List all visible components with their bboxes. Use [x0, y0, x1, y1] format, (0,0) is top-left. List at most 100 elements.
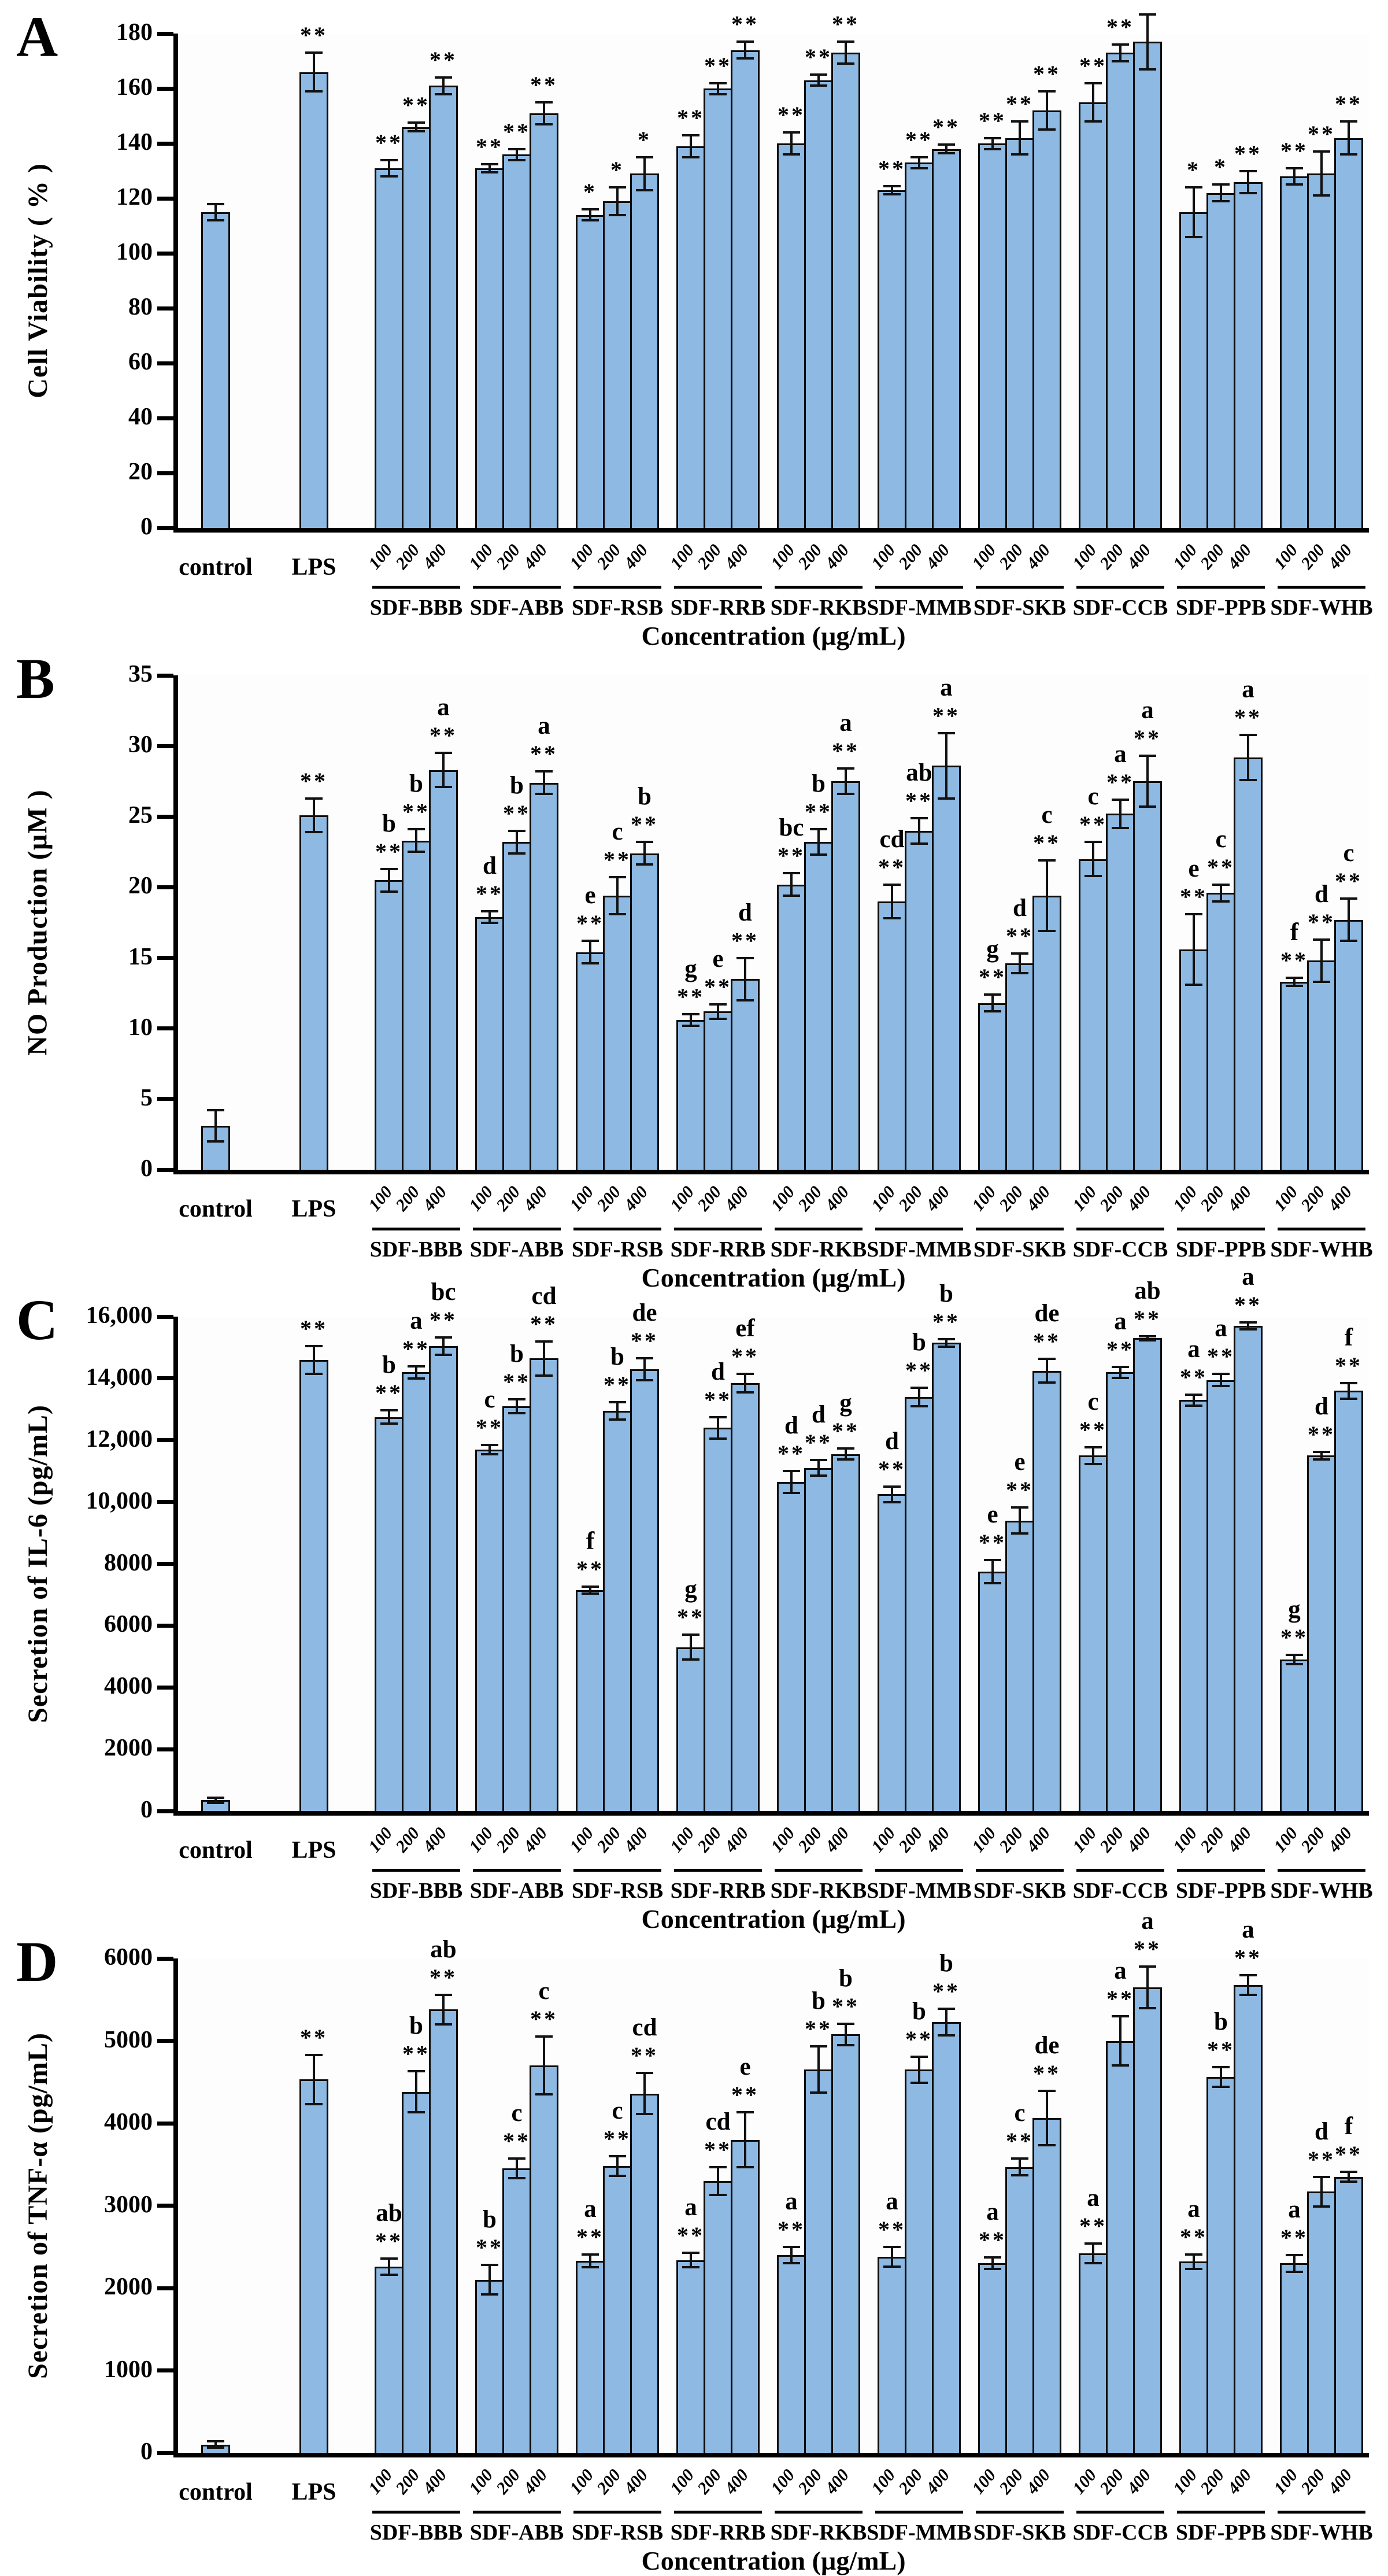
sig-letter: b — [382, 1351, 396, 1378]
error-bar-cap — [1212, 1372, 1230, 1375]
error-bar — [442, 753, 445, 787]
bar-SDF-ABB-400 — [530, 782, 558, 1170]
error-bar-cap — [1085, 2242, 1102, 2245]
error-bar — [643, 842, 646, 865]
x-category-label: control — [179, 1196, 253, 1222]
sig-letter: a — [886, 2187, 898, 2215]
error-bar — [717, 1417, 719, 1439]
sig-stars: ** — [1280, 2224, 1308, 2250]
sig-stars: ** — [731, 2082, 759, 2108]
group-name: SDF-ABB — [469, 596, 564, 620]
bar-SDF-RSB-200 — [603, 1410, 632, 1811]
sig-letter: b — [638, 783, 652, 811]
group-name: SDF-CCB — [1072, 2520, 1168, 2545]
bar-SDF-ABB-200 — [502, 842, 531, 1170]
error-bar — [690, 1014, 692, 1026]
y-tick-label: 15 — [128, 943, 153, 970]
sig-stars: ** — [1335, 867, 1363, 894]
sig-stars: ** — [576, 1555, 604, 1582]
y-axis-label: Secretion of TNF-α (pg/mL) — [22, 2032, 53, 2379]
y-tick-label: 30 — [128, 731, 153, 759]
error-bar-cap — [1038, 1358, 1056, 1361]
bar-SDF-CCB-200 — [1106, 814, 1135, 1170]
error-bar — [388, 160, 390, 176]
sig-stars: ** — [905, 126, 933, 153]
error-bar-cap — [1085, 82, 1102, 84]
error-bar — [918, 2056, 920, 2083]
sig-letter: c — [1343, 839, 1354, 867]
sig-stars: ** — [1207, 853, 1235, 880]
error-bar-cap — [1085, 874, 1102, 877]
sig-stars: ** — [1079, 1416, 1107, 1443]
error-bar-cap — [481, 2264, 498, 2267]
bar-SDF-MMB-200 — [905, 1396, 934, 1811]
group-name: SDF-MMB — [867, 1237, 972, 1262]
sig-letter: g — [839, 1389, 852, 1417]
x-category-label: LPS — [291, 1196, 336, 1222]
sig-letter: d — [1013, 895, 1027, 922]
sig-stars: ** — [1033, 60, 1061, 87]
error-bar — [516, 2159, 518, 2179]
y-tick-mark — [157, 1438, 173, 1443]
sig-stars: ** — [503, 800, 531, 826]
error-bar — [488, 164, 491, 172]
error-bar-cap — [508, 852, 525, 855]
sig-stars: ** — [805, 2016, 832, 2042]
bar-LPS — [299, 72, 328, 528]
y-tick-mark — [157, 2204, 173, 2208]
error-bar — [918, 818, 920, 844]
error-bar-cap — [1239, 169, 1257, 172]
y-tick-mark — [157, 2368, 173, 2372]
sig-stars: ** — [1280, 1624, 1308, 1651]
error-bar — [488, 1444, 491, 1454]
error-bar — [1146, 1336, 1149, 1340]
sig-stars: ** — [530, 741, 558, 767]
error-bar-cap — [582, 1592, 599, 1595]
y-tick-mark — [157, 2121, 173, 2126]
group-underline — [875, 1869, 963, 1872]
group-name: SDF-ABB — [469, 1237, 564, 1262]
bar-SDF-BBB-200 — [402, 2091, 431, 2453]
error-bar-cap — [435, 1353, 452, 1356]
error-bar-cap — [1011, 153, 1028, 156]
error-bar-cap — [810, 853, 827, 856]
sig-stars: ** — [905, 2026, 933, 2052]
sig-letter: bc — [431, 1278, 456, 1306]
error-bar-cap — [1112, 2015, 1129, 2017]
error-bar — [1348, 898, 1350, 941]
error-bar-cap — [736, 1391, 754, 1394]
sig-letter: bc — [779, 814, 804, 841]
error-bar-cap — [305, 1344, 323, 1347]
bar-SDF-RRB-400 — [731, 1383, 760, 1811]
bar-SDF-CCB-400 — [1133, 781, 1162, 1170]
sig-stars: ** — [979, 2227, 1006, 2253]
error-bar — [1119, 799, 1121, 828]
error-bar-cap — [910, 1386, 928, 1389]
group-underline — [674, 2511, 762, 2514]
sig-stars: ** — [805, 799, 832, 825]
error-bar — [1293, 1655, 1296, 1665]
sig-stars: ** — [1106, 768, 1134, 795]
sig-letter: b — [610, 1343, 624, 1371]
y-tick-label: 5000 — [104, 2026, 153, 2053]
sig-stars: ** — [1234, 1944, 1262, 1971]
group-underline — [1278, 1869, 1365, 1872]
bar-SDF-RKB-200 — [804, 1468, 833, 1811]
error-bar — [1348, 1383, 1350, 1399]
sig-stars: ** — [530, 2006, 558, 2032]
bar-SDF-BBB-100 — [375, 1417, 404, 1811]
bar-SDF-RSB-400 — [630, 853, 659, 1170]
error-bar-cap — [910, 2055, 928, 2058]
error-bar-cap — [636, 2072, 653, 2075]
sig-letter: a — [1141, 697, 1154, 725]
sig-letter: d — [1315, 2117, 1328, 2145]
sig-letter: a — [1242, 1263, 1254, 1291]
error-bar — [891, 2246, 893, 2267]
error-bar — [817, 2046, 820, 2093]
error-bar-cap — [910, 156, 928, 158]
error-bar-cap — [883, 1500, 901, 1503]
group-name: SDF-CCB — [1072, 1879, 1168, 1903]
bar-SDF-PPB-400 — [1234, 182, 1263, 528]
error-bar — [589, 941, 591, 964]
sig-stars: ** — [731, 927, 759, 953]
